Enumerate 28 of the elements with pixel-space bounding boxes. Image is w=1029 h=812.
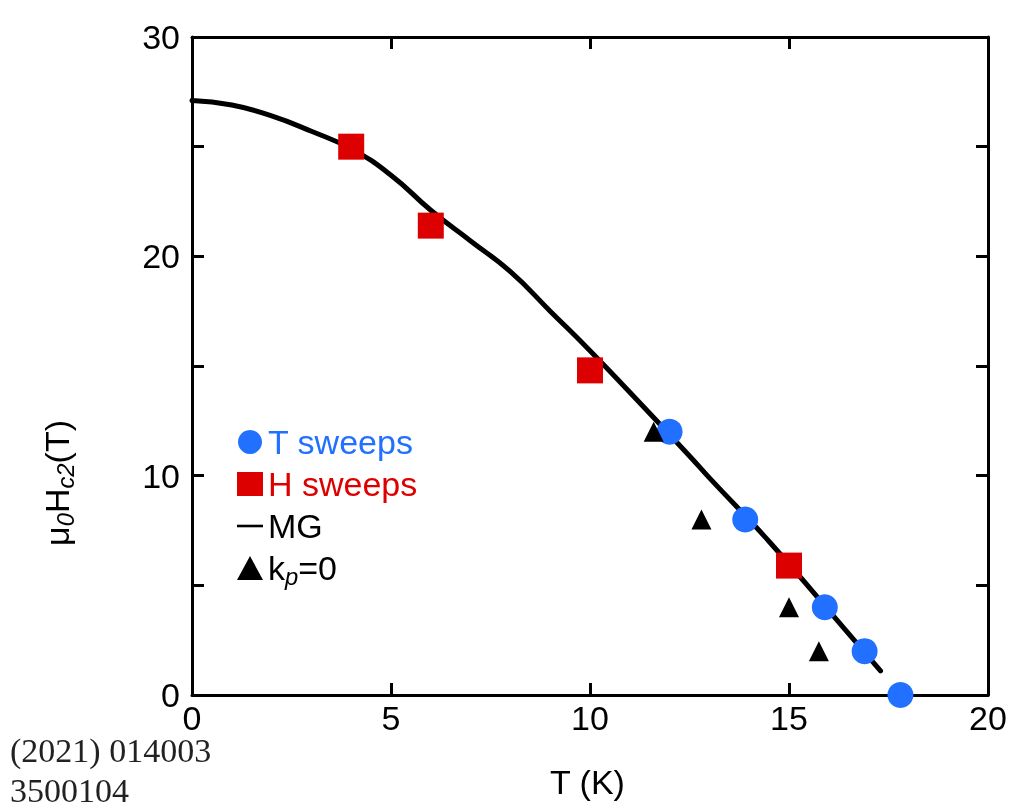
x-tick-label: 15 (770, 699, 808, 737)
y-tick-label: 30 (142, 18, 180, 56)
y-tick-label: 20 (142, 237, 180, 276)
point (691, 509, 712, 530)
legend-label: H sweeps (268, 465, 418, 503)
point (887, 682, 914, 708)
point (732, 506, 759, 533)
point (417, 212, 444, 239)
point (577, 357, 603, 384)
point (643, 421, 664, 442)
x-tick-label: 10 (571, 699, 609, 737)
text: (2021) 014003 (10, 731, 212, 770)
x-tick-label: 20 (969, 699, 1007, 737)
point (776, 552, 802, 579)
x-tick-label: 5 (381, 699, 401, 737)
y-tick-label: 10 (142, 456, 180, 495)
point (338, 133, 365, 160)
point (811, 594, 838, 621)
legend-label: MG (268, 507, 323, 545)
x-axis-title: T (K) (550, 763, 625, 801)
point (851, 638, 878, 665)
y-tick-label: 0 (161, 676, 180, 714)
legend-label: T sweeps (268, 423, 413, 461)
point (808, 641, 829, 662)
y-axis-title: μ0Hc2(T) (38, 419, 79, 546)
point (779, 597, 799, 618)
point (656, 418, 683, 445)
text: 3500104 (10, 771, 129, 809)
